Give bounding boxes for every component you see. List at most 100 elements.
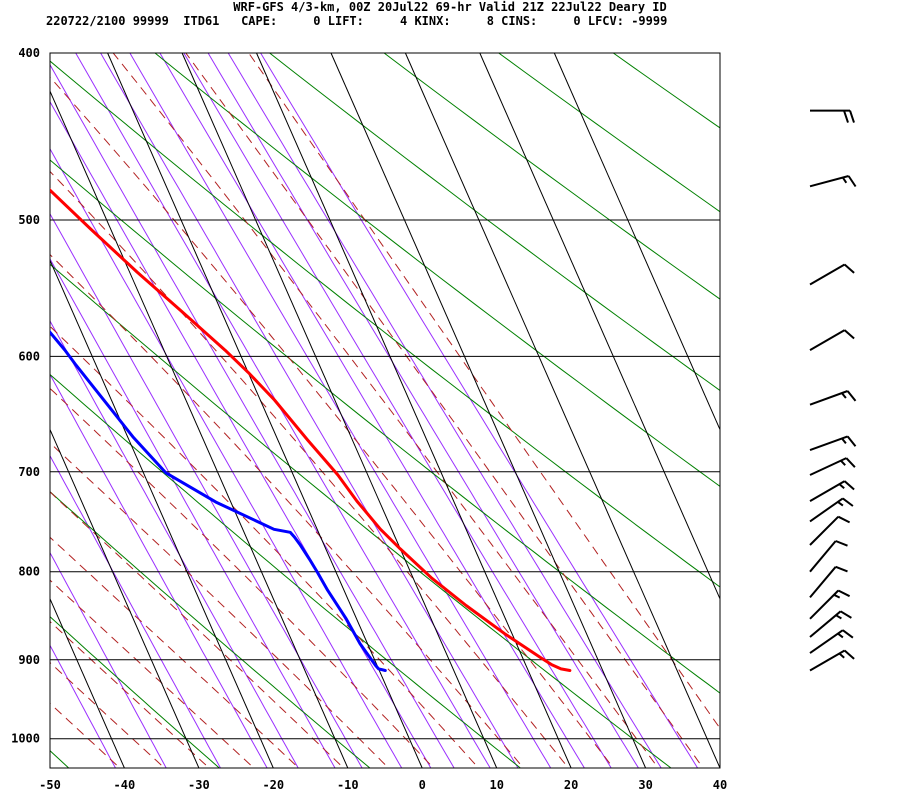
mixing-ratio-line [50,373,268,768]
moist-adiabat-line [50,387,435,768]
mixing-ratio-line [183,53,612,768]
mixing-ratio-line [207,53,640,768]
isotherm-line [49,260,274,769]
wind-barb-feather [846,435,857,447]
wind-barb-staff [809,457,847,476]
mixing-ratio-line [50,320,299,768]
isotherm-line [49,429,200,769]
x-axis-ticks: -50 -40 -30 -20 -10 0 10 20 30 40 [39,778,727,792]
mixing-ratio-line [100,53,519,768]
wind-barb-staff [809,610,842,638]
dry-adiabat-line [50,60,720,588]
y-tick-label: 600 [18,349,40,363]
dry-adiabat-line [612,53,720,129]
wind-barb [809,497,854,523]
x-tick-label: 20 [564,778,578,792]
x-tick-label: -20 [262,778,284,792]
mixing-ratio-line [50,644,117,768]
moist-adiabat-line [50,536,300,768]
plot-frame [49,52,721,769]
wind-barb-feather [842,497,854,507]
wind-barb-half-feather [840,459,846,466]
dry-adiabat-line [50,373,522,768]
wind-barb-staff [809,175,849,188]
wind-barb-half-feather [838,483,845,490]
wind-barb-half-feather [837,501,844,507]
x-tick-label: -50 [39,778,61,792]
wind-barb-staff [809,480,846,502]
wind-barb-half-feather [835,614,842,620]
mixing-ratio-line [129,53,552,768]
wind-barb [809,390,857,406]
wind-barb [809,649,855,672]
wind-barb-feather [840,610,852,619]
wind-barb-feather [847,175,857,188]
y-tick-label: 400 [18,46,40,60]
dewpoint-profile-line [50,329,387,672]
wind-barb [809,629,854,654]
mixing-ratio-line [50,257,336,768]
wind-barb-feather [843,263,855,274]
chart-title: WRF-GFS 4/3-km, 00Z 20Jul22 69-hr Valid … [233,0,667,14]
moist-adiabat-line [50,253,525,768]
temperature-profile-line [50,188,572,672]
wind-barb-feather [843,110,849,123]
x-tick-label: -40 [114,778,136,792]
wind-barb-feather [835,540,848,547]
wind-barbs [809,109,857,672]
wind-barb-feather [849,110,855,123]
moist-adiabat-line [248,53,720,730]
mixing-ratio-line [159,53,585,768]
x-tick-label: 40 [713,778,727,792]
wind-barb-feather [843,480,855,491]
mixing-ratio-line [50,454,222,768]
wind-barb-feather [843,649,855,660]
moist-adiabat-line [50,76,615,768]
y-tick-label: 500 [18,213,40,227]
wind-barb-feather [835,565,848,573]
moist-adiabat-line [50,620,210,768]
y-tick-label: 800 [18,565,40,579]
wind-barb-staff [809,629,844,654]
wind-barb-staff [809,589,840,620]
wind-barb [809,329,855,351]
isotherm-line [479,52,721,600]
x-tick-label: -10 [337,778,359,792]
wind-barb-half-feather [833,593,841,599]
dry-adiabat-line [50,263,672,768]
isotherm-line [49,90,349,769]
wind-barb-staff [809,649,846,672]
mixing-ratio-line [50,551,167,768]
moist-adiabat-line [112,53,659,768]
moist-adiabat-line [50,442,390,768]
y-tick-label: 900 [18,653,40,667]
wind-barb-staff [809,566,837,599]
y-axis-ticks: 400 500 600 700 800 900 1000 [11,46,40,746]
wind-barb [809,540,848,573]
dry-adiabat-line [785,15,900,783]
isotherm-line [330,52,647,769]
mixing-ratio-line [260,53,699,768]
moist-adiabat-line [50,661,166,768]
wind-barb [809,610,852,638]
wind-barb-half-feather [841,392,847,399]
plot-grid [49,52,721,769]
sounding-indices: 220722/2100 99999 ITD61 CAPE: 0 LIFT: 4 … [46,14,668,28]
wind-barb-half-feather [841,437,847,445]
wind-barb [809,515,851,546]
dry-adiabat-line [383,53,720,300]
wind-barb-staff [809,515,840,546]
wind-barb-staff [809,435,848,452]
wind-barb [809,457,856,476]
moist-adiabat-line [50,491,345,768]
wind-barb [810,109,855,123]
mixing-ratio-line [227,53,662,768]
wind-barb-staff [809,329,846,351]
wind-barb-half-feather [841,176,848,184]
dry-adiabat-line [50,491,371,768]
isotherm-line [256,52,572,769]
x-tick-label: -30 [188,778,210,792]
wind-barb-staff [809,263,846,286]
mixing-ratio-line [50,147,403,768]
